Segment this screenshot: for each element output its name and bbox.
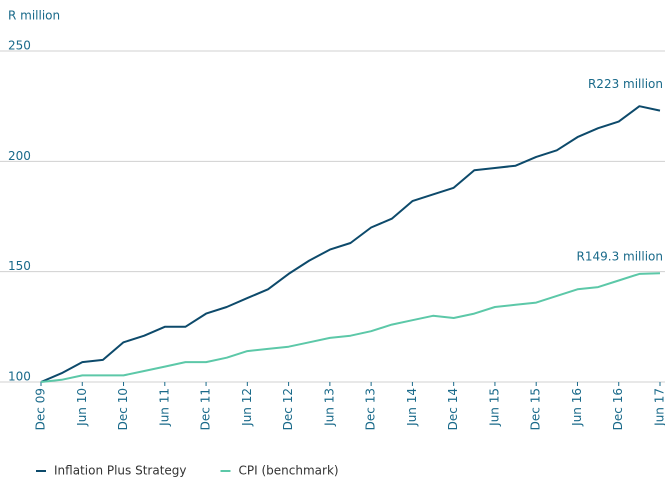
series-line <box>40 105 661 383</box>
x-tick-label: Jun 13 <box>322 388 336 427</box>
legend-label: Inflation Plus Strategy <box>54 464 187 478</box>
x-tick-label: Jun 11 <box>157 388 171 427</box>
x-tick-label: Jun 10 <box>75 388 89 427</box>
y-tick-label: 200 <box>8 149 31 163</box>
x-tick-label: Jun 16 <box>570 388 584 427</box>
x-tick-label: Dec 12 <box>281 388 295 430</box>
y-tick-label: 250 <box>8 39 31 53</box>
legend-label: CPI (benchmark) <box>239 464 339 478</box>
y-axis-label: R million <box>8 9 60 23</box>
annotation: R149.3 million <box>577 250 663 264</box>
x-tick-label: Jun 15 <box>487 388 501 427</box>
x-tick-label: Jun 14 <box>405 388 419 427</box>
x-tick-label: Dec 10 <box>116 388 130 430</box>
x-tick-label: Dec 09 <box>34 388 48 430</box>
x-tick-label: Jun 12 <box>240 388 254 427</box>
y-tick-label: 150 <box>8 259 31 273</box>
x-tick-label: Dec 15 <box>529 388 543 430</box>
annotation: R223 million <box>588 77 663 91</box>
x-tick-label: Jun 17 <box>653 388 665 427</box>
x-tick-label: Dec 11 <box>199 388 213 430</box>
y-tick-label: 100 <box>8 370 31 384</box>
x-tick-label: Dec 16 <box>611 388 625 430</box>
x-tick-label: Dec 13 <box>364 388 378 430</box>
x-tick-label: Dec 14 <box>446 388 460 430</box>
series-line <box>40 272 661 383</box>
